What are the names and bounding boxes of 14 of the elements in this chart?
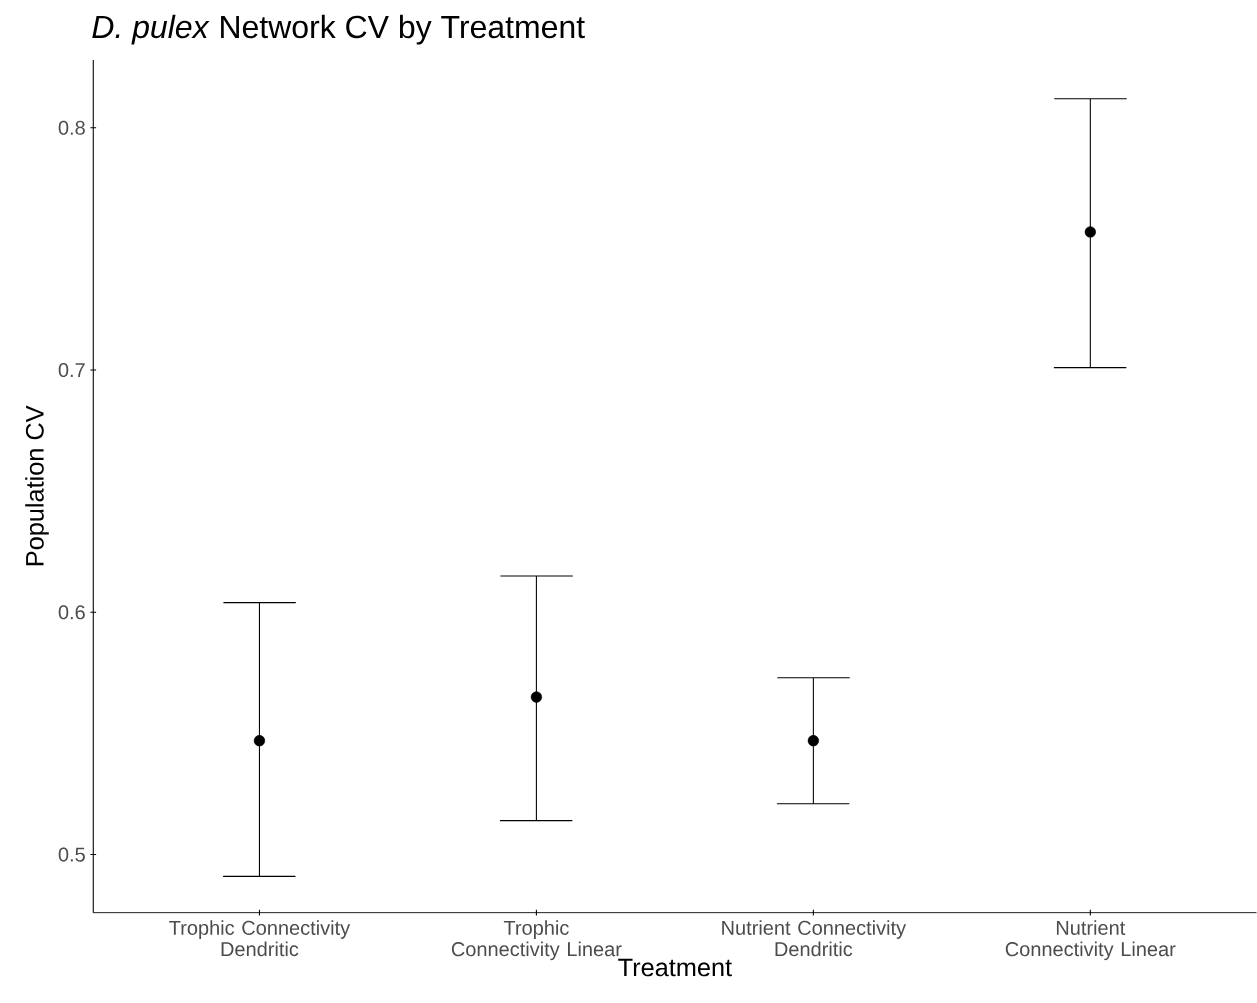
point <box>1084 226 1096 238</box>
x-tick-label: Nutrient Connectivity Linear <box>1005 920 1176 961</box>
point <box>530 691 542 703</box>
y-tick-label: 0.7 <box>58 362 85 377</box>
x-tick-label: Trophic Connectivity Dendritic <box>169 920 351 957</box>
point <box>807 734 819 747</box>
y-tick-label: 0.8 <box>58 120 85 135</box>
point <box>253 734 266 747</box>
chart-title: D. pulex Network CV by Treatment <box>92 14 585 45</box>
y-axis-title: Population CV <box>25 405 49 566</box>
y-tick-label: 0.6 <box>58 605 85 620</box>
y-tick-label: 0.5 <box>58 847 85 862</box>
x-tick-label: Nutrient Connectivity Dendritic <box>722 920 907 957</box>
x-axis-title: Treatment <box>618 958 732 977</box>
